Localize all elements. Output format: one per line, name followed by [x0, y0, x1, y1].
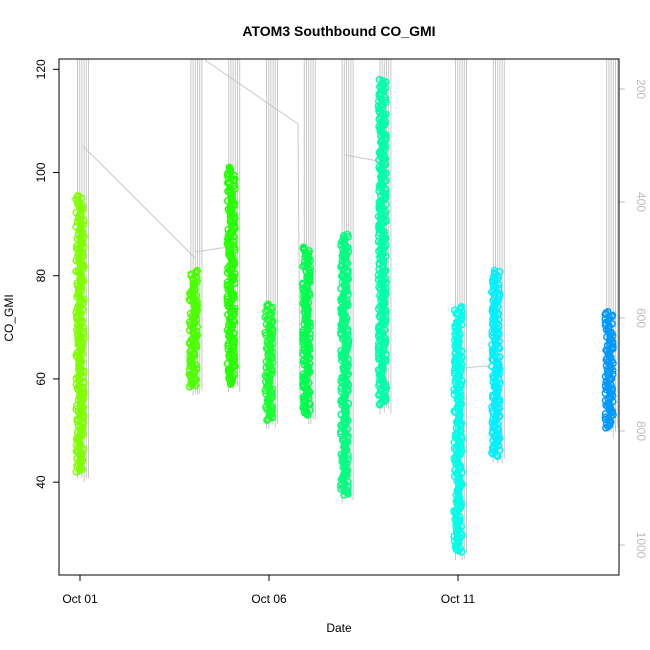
data-point-cluster	[228, 199, 235, 385]
y2-tick-label: 1000	[634, 532, 648, 559]
y-tick-label: 80	[34, 269, 48, 283]
pressure-trace-transit	[204, 59, 299, 125]
data-point-cluster	[492, 298, 499, 457]
data-point	[342, 255, 350, 264]
data-point-cluster	[303, 272, 310, 416]
data-point	[375, 108, 384, 116]
axes: 40 60 80 100 120 200 400 600 800 1000 Oct 01 Oct 06…	[34, 59, 648, 606]
pressure-trace-transit	[344, 154, 379, 162]
data-point	[601, 310, 609, 318]
data-point-cluster	[77, 237, 83, 472]
chart-title: ATOM3 Southbound CO_GMI	[242, 23, 435, 39]
y2-tick-label: 200	[634, 79, 648, 99]
pressure-trace-transit	[194, 246, 229, 253]
data-point	[495, 284, 503, 293]
data-point-cluster	[379, 128, 386, 405]
data-point	[457, 304, 465, 312]
pressure-trace-transit	[297, 123, 301, 401]
x-tick-label: Oct 06	[251, 592, 287, 606]
plot-frame	[58, 58, 620, 576]
x-tick-label: Oct 11	[441, 592, 476, 606]
data-point-cluster	[606, 329, 613, 428]
y-tick-label: 40	[34, 475, 48, 489]
data-point	[344, 266, 352, 275]
x-axis-label: Date	[326, 621, 352, 635]
y-tick-label: 60	[34, 372, 48, 386]
data-point-cluster	[190, 287, 197, 387]
y2-tick-label: 800	[634, 421, 648, 441]
y-axis-label: CO_GMI	[2, 294, 16, 341]
y2-tick-label: 400	[634, 192, 648, 212]
data-point	[375, 115, 383, 123]
pressure-trace-transit	[82, 145, 196, 259]
data-point-cluster	[455, 343, 461, 552]
data-point	[457, 548, 466, 556]
data-point	[337, 241, 345, 249]
y2-tick-label: 600	[634, 308, 648, 328]
data-point	[185, 382, 194, 391]
x-tick-label: Oct 01	[62, 592, 98, 606]
y-tick-label: 120	[34, 59, 48, 79]
y-tick-label: 100	[34, 162, 48, 182]
scatter-points	[72, 75, 617, 556]
data-point-cluster	[266, 321, 272, 421]
data-point-cluster	[341, 273, 348, 496]
